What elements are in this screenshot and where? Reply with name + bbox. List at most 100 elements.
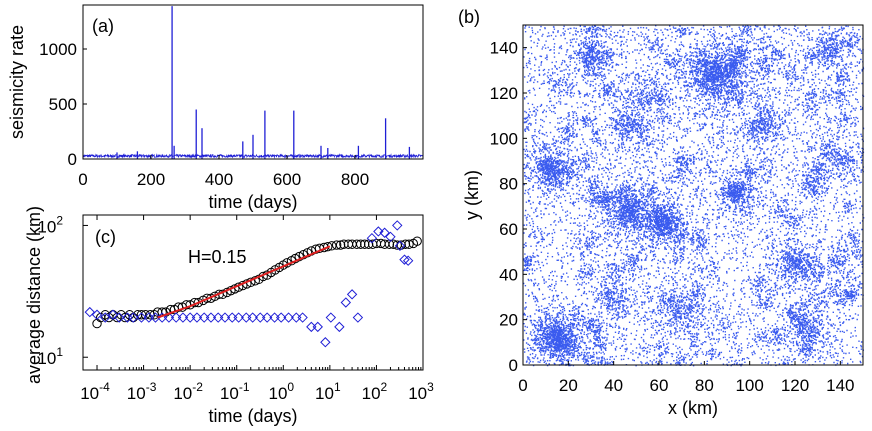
- panel-c-diamond-1: [91, 309, 103, 320]
- panel-c-ticks: 10-4 10-3 10-2 10-1 100 101 102 103 101 102: [37, 213, 434, 403]
- panel-c-diamond-21: [233, 312, 244, 323]
- panel-b-xtick-label: 100: [735, 376, 763, 395]
- panel-c-annotation: H=0.15: [188, 247, 247, 267]
- panel-b-xtick-label: 0: [518, 376, 527, 395]
- panel-c-xtick-label: 102: [362, 380, 388, 403]
- panel-b-xtick-label: 80: [695, 376, 714, 395]
- panel-c-circle-59: [331, 240, 342, 250]
- panel-b-xtick-label: 20: [559, 376, 578, 395]
- panel-b-label: (b): [458, 7, 480, 27]
- panel-c-xtick-label: 100: [268, 380, 294, 403]
- panel-c-fit-line: [157, 245, 331, 319]
- panel-b-ytick-label: 20: [499, 311, 518, 330]
- panel-c-frame: [82, 214, 424, 371]
- panel-c-diamond-46: [402, 255, 414, 266]
- panel-c-diamond-13: [177, 312, 189, 323]
- panel-c-diamond-23: [247, 312, 258, 323]
- panel-c-diamond-32: [312, 321, 323, 333]
- panel-c-diamond-0: [84, 306, 96, 318]
- panel-b-xlabel: x (km): [668, 398, 718, 418]
- panel-a-xlabel: time (days): [208, 192, 297, 212]
- panel-c-circle-77: [404, 239, 414, 249]
- panel-c-diamond-43: [392, 220, 403, 231]
- panel-c-circle-60: [335, 240, 346, 250]
- panel-b-event-points: [523, 25, 865, 367]
- panel-c-circle-79: [412, 236, 422, 246]
- panel-a-xtick-label: 400: [205, 170, 233, 189]
- panel-c-circle-11: [136, 310, 147, 320]
- panel-a-label: (a): [92, 16, 114, 36]
- panel-a-seismicity-rate: 0 200 400 600 800 0 500 1000 (a) time (days) se…: [7, 4, 424, 212]
- panel-c-xtick-label: 10-4: [80, 380, 110, 403]
- panel-c-diamond-38: [352, 312, 364, 323]
- panel-b-ytick-label: 0: [509, 356, 518, 375]
- panel-b-xtick-label: 120: [781, 376, 809, 395]
- panel-c-xlabel: time (days): [208, 406, 297, 426]
- panel-a-xtick-label: 0: [78, 170, 87, 189]
- panel-c-circle-25: [193, 297, 204, 308]
- panel-c-average-distance: 10-4 10-3 10-2 10-1 100 101 102 103 101 102 (c) H…: [24, 206, 434, 426]
- panel-c-diamond-37: [346, 289, 358, 300]
- panel-c-diamond-39: [366, 233, 378, 244]
- panel-c-label: (c): [95, 227, 116, 247]
- panel-c-diamond-40: [373, 226, 384, 237]
- panel-c-diamond-12: [170, 312, 182, 323]
- panel-a-frame: [82, 4, 424, 160]
- panel-c-diamond-25: [261, 312, 273, 323]
- panel-c-xtick-label: 101: [315, 380, 341, 403]
- panel-c-ylabel: average distance (km): [24, 206, 44, 384]
- panel-c-diamond-6: [128, 312, 139, 323]
- panel-c-xtick-label: 103: [408, 380, 434, 403]
- panel-c-xtick-label: 10-1: [220, 380, 250, 403]
- panel-b-xtick-label: 140: [826, 376, 854, 395]
- panel-b-xtick-label: 40: [604, 376, 623, 395]
- panel-c-diamond-36: [340, 297, 352, 308]
- panel-a-ytick-label: 0: [68, 150, 77, 169]
- panel-a-ytick-label: 500: [49, 95, 77, 114]
- panel-b-ticks: 0 20 40 60 80 100 120 140 0 20 40 60 80 100 120 140: [490, 39, 855, 395]
- panel-c-circle-64: [352, 239, 362, 249]
- panel-c-diamond-30: [297, 312, 308, 323]
- panel-c-xtick-label: 10-2: [173, 380, 203, 403]
- panel-b-ytick-label: 100: [490, 129, 518, 148]
- panel-a-xtick-label: 800: [341, 170, 369, 189]
- panel-c-diamond-35: [334, 321, 345, 333]
- panel-c-diamond-14: [184, 312, 196, 323]
- panel-c-circle-57: [323, 241, 333, 252]
- panel-c-diamond-24: [255, 312, 266, 323]
- panel-b-plot-area: [523, 25, 865, 367]
- panel-c-circle-0: [92, 318, 102, 329]
- panel-c-diamond-18: [212, 312, 224, 323]
- panel-b-ylabel: y (km): [462, 170, 482, 220]
- panel-c-diamond-42: [385, 231, 396, 243]
- panel-c-diamond-3: [107, 309, 119, 320]
- panel-c-diamond-28: [283, 312, 294, 323]
- panel-c-ytick-label: 102: [37, 213, 63, 236]
- panel-b-xtick-label: 60: [650, 376, 669, 395]
- panel-c-diamond-16: [198, 312, 210, 323]
- panel-c-diamond-31: [306, 321, 317, 333]
- panel-b-ytick-label: 140: [490, 39, 518, 58]
- panel-b-ytick-label: 120: [490, 84, 518, 103]
- panel-c-diamond-15: [191, 312, 203, 323]
- panel-c-diamond-19: [219, 312, 231, 323]
- panel-b-frame: [522, 24, 864, 366]
- panel-c-diamond-17: [205, 312, 217, 323]
- panel-c-diamond-2: [100, 312, 111, 323]
- panel-c-plot-area: [84, 220, 422, 348]
- panel-c-diamond-11: [163, 312, 175, 323]
- panel-a-xtick-label: 200: [137, 170, 165, 189]
- panel-a-ylabel: seismicity rate: [7, 25, 27, 139]
- panel-c-diamond-45: [399, 254, 410, 265]
- panel-c-diamond-7: [136, 312, 147, 323]
- panel-c-circle-63: [347, 239, 357, 249]
- panel-b-ytick-label: 80: [499, 175, 518, 194]
- panel-c-diamond-27: [275, 312, 287, 323]
- panel-a-ticks: 0 200 400 600 800 0 500 1000: [39, 40, 369, 189]
- panel-a-xtick-label: 600: [273, 170, 301, 189]
- panel-a-ytick-label: 1000: [39, 40, 77, 59]
- panel-b-ytick-label: 60: [499, 220, 518, 239]
- panel-c-diamond-33: [320, 337, 331, 348]
- panel-c-xtick-label: 10-3: [127, 380, 157, 403]
